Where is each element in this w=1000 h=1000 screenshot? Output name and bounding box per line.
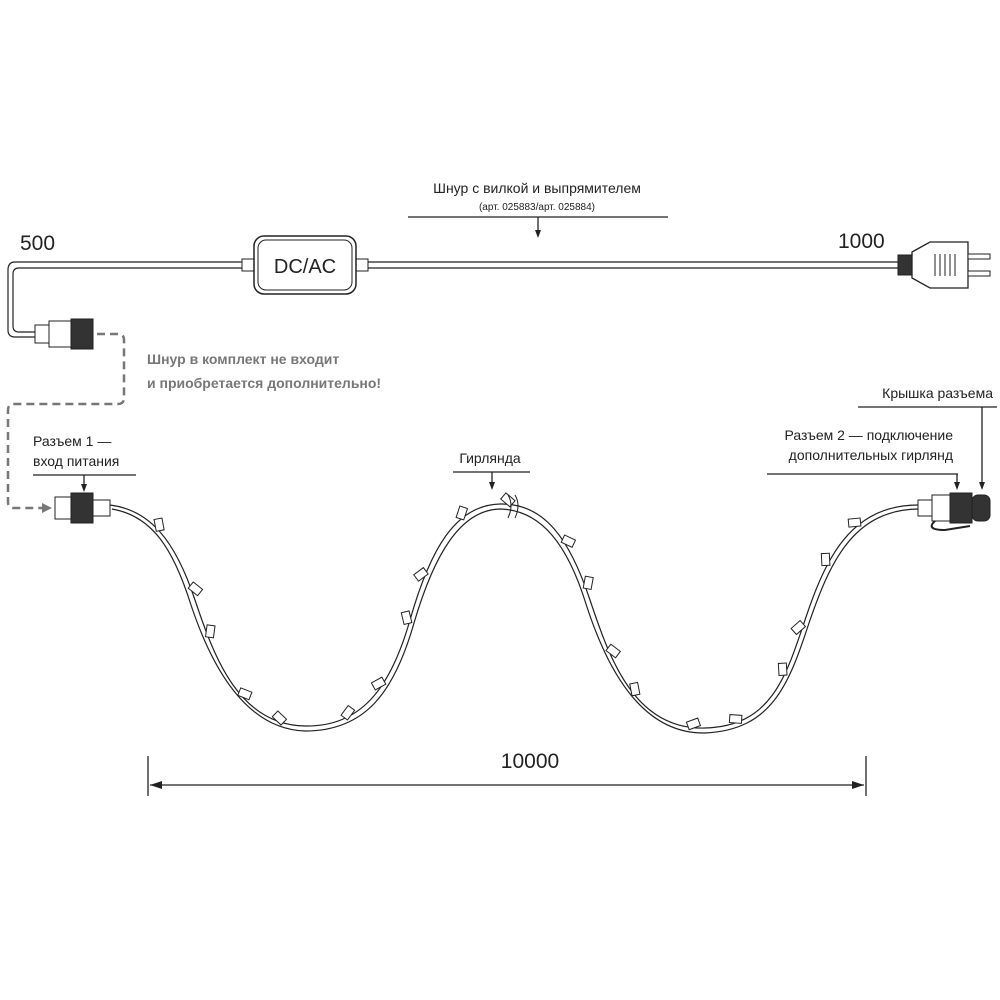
connector1-label-2: вход питания (33, 453, 119, 469)
connector1-label-1: Разъем 1 — (33, 433, 111, 449)
led-bulb (153, 517, 165, 532)
cap-label: Крышка разъема (882, 385, 993, 401)
connector2-label-2: дополнительных гирлянд (789, 447, 953, 463)
length-1000: 1000 (838, 230, 885, 253)
led-bulb (582, 575, 594, 591)
led-bulb (629, 681, 641, 697)
led-bulb (237, 687, 253, 701)
led-bulb (847, 517, 862, 528)
dc-ac-converter: DC/AC (253, 235, 357, 295)
cord-title: Шнур с вилкой и выпрямителем (433, 180, 641, 196)
power-cord (7, 241, 991, 350)
length-500: 500 (20, 232, 55, 255)
led-bulb (455, 505, 469, 521)
led-bulb (187, 581, 204, 597)
led-bulb (500, 492, 516, 508)
led-bulb (370, 676, 387, 691)
length-dimension: 10000 (147, 750, 867, 796)
note-line-1: Шнур в комплект не входит (147, 351, 339, 367)
led-bulb (340, 704, 356, 721)
garland-length: 10000 (501, 750, 559, 773)
led-bulb (271, 710, 288, 726)
optional-cord-dashed-line (6, 332, 126, 510)
led-bulb (728, 714, 743, 724)
cord-article: (арт. 025883/арт. 025884) (479, 202, 595, 213)
led-bulb (790, 619, 807, 636)
led-bulb (777, 662, 788, 677)
led-bulb (413, 566, 429, 582)
led-bulb (204, 624, 216, 639)
connector2-label-1: Разъем 2 — подключение (784, 427, 953, 443)
garland (54, 492, 991, 734)
note-line-2: и приобретается дополнительно! (147, 375, 381, 391)
converter-label: DC/AC (274, 256, 336, 278)
led-bulb (400, 610, 413, 626)
led-bulb (820, 552, 831, 567)
led-bulb (605, 643, 622, 659)
led-bulb (685, 717, 702, 731)
garland-label: Гирлянда (459, 450, 521, 466)
led-bulb (560, 534, 577, 548)
